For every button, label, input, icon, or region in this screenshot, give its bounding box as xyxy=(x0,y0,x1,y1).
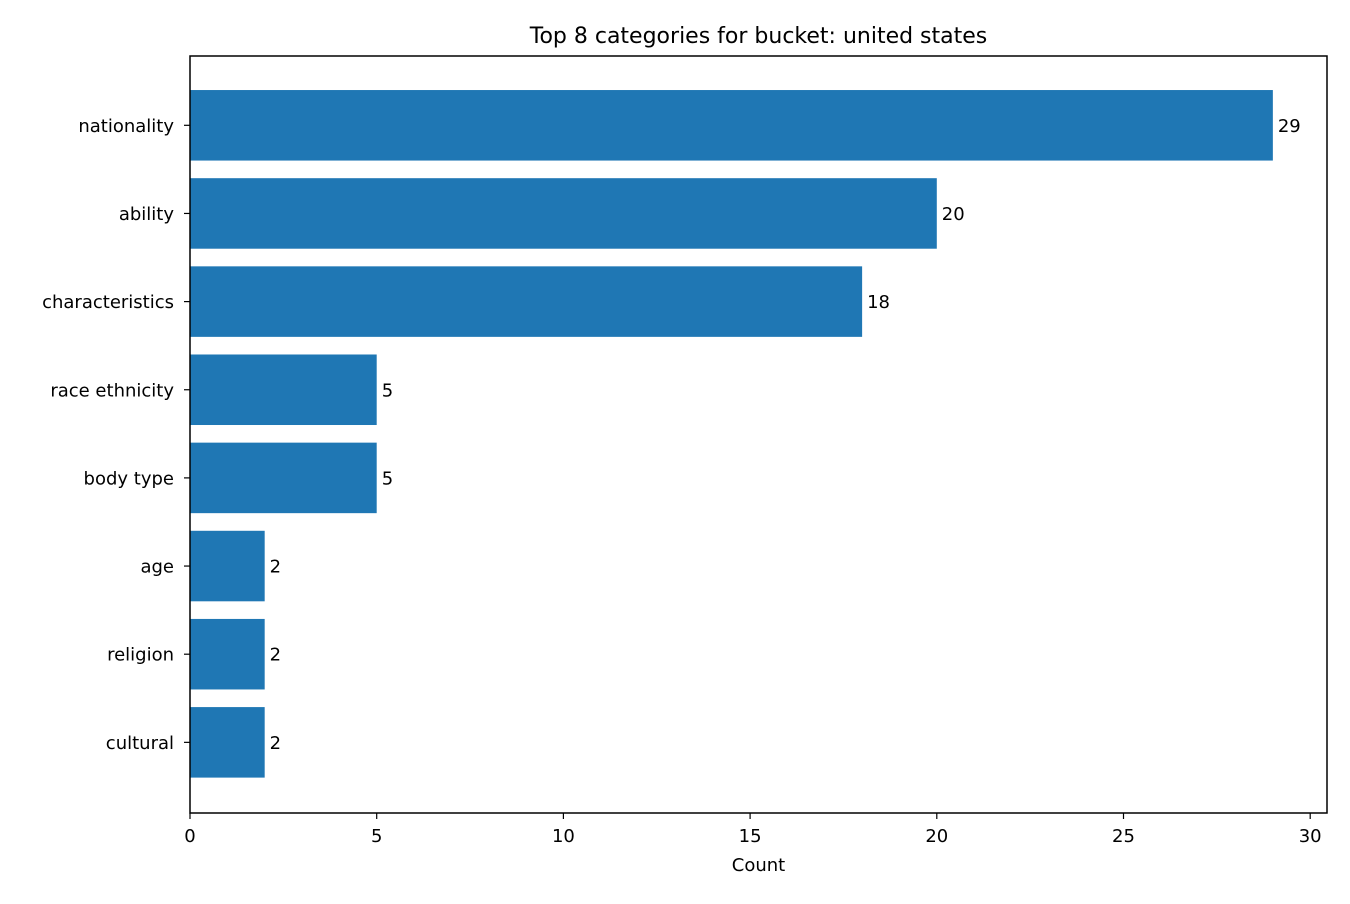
data-labels-group: 29 20 18 5 5 2 2 2 xyxy=(270,116,1301,754)
data-label: 29 xyxy=(1278,116,1301,137)
y-tick-label: ability xyxy=(119,204,175,225)
y-tick-label: religion xyxy=(107,645,174,666)
bar-cultural xyxy=(190,707,265,778)
data-label: 5 xyxy=(382,468,393,489)
bar-characteristics xyxy=(190,266,863,337)
data-label: 18 xyxy=(867,292,890,313)
y-tick-label: body type xyxy=(84,468,174,489)
y-tick-label: characteristics xyxy=(42,292,174,313)
bars-group xyxy=(190,90,1273,778)
data-label: 2 xyxy=(270,557,281,578)
y-tick-label: nationality xyxy=(78,116,174,137)
x-axis-ticks: 0 5 10 15 20 25 30 xyxy=(184,813,1322,847)
x-tick-label: 25 xyxy=(1112,826,1135,847)
plot-area-frame xyxy=(189,55,1328,814)
bar-race-ethnicity xyxy=(190,354,377,426)
x-tick-label: 5 xyxy=(371,826,382,847)
bar-religion xyxy=(190,618,265,690)
bar-age xyxy=(190,530,265,602)
y-axis-ticks: nationality ability characteristics race et… xyxy=(42,116,190,754)
y-tick-label: age xyxy=(140,557,174,578)
x-axis-label: Count xyxy=(732,855,785,876)
data-label: 20 xyxy=(942,204,965,225)
bar-ability xyxy=(190,178,937,249)
x-tick-label: 20 xyxy=(925,826,948,847)
data-label: 5 xyxy=(382,380,393,401)
data-label: 2 xyxy=(270,645,281,666)
bar-body-type xyxy=(190,442,377,514)
y-tick-label: cultural xyxy=(106,733,174,754)
bar-nationality xyxy=(190,90,1273,161)
data-label: 2 xyxy=(270,733,281,754)
x-tick-label: 0 xyxy=(184,826,195,847)
y-tick-label: race ethnicity xyxy=(50,380,174,401)
x-tick-label: 30 xyxy=(1299,826,1322,847)
chart-title: Top 8 categories for bucket: united stat… xyxy=(529,24,988,49)
x-tick-label: 10 xyxy=(552,826,575,847)
x-tick-label: 15 xyxy=(739,826,762,847)
